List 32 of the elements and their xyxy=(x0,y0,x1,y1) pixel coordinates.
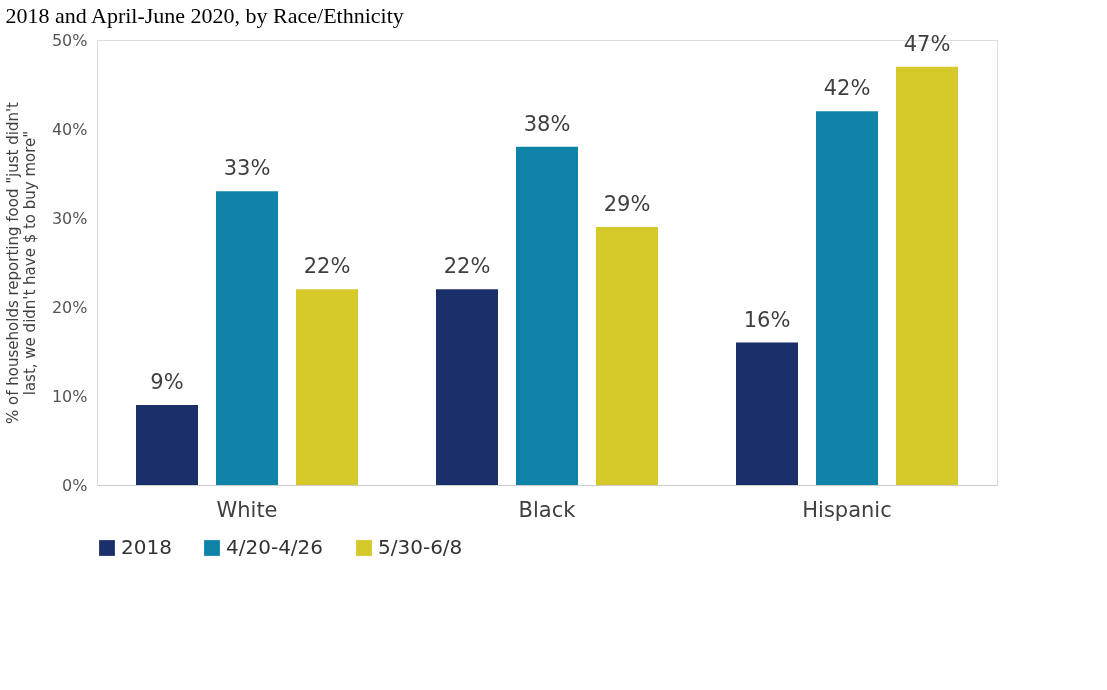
bar xyxy=(296,289,358,485)
data-label: 38% xyxy=(523,111,571,136)
x-tick-label: Black xyxy=(518,497,577,522)
bar xyxy=(216,191,278,485)
data-label: 42% xyxy=(823,76,871,101)
bar xyxy=(596,226,658,485)
data-label: 47% xyxy=(903,31,951,56)
bar xyxy=(436,289,498,485)
bar xyxy=(136,404,198,485)
legend-label: 2018 xyxy=(121,535,172,559)
bar xyxy=(816,111,878,485)
data-label: 9% xyxy=(150,369,184,394)
bar xyxy=(896,66,958,485)
legend-label: 5/30-6/8 xyxy=(378,535,463,559)
chart-title: 2018 and April-June 2020, by Race/Ethnicity xyxy=(5,3,404,28)
y-tick-label: 30% xyxy=(51,208,88,228)
bar xyxy=(516,146,578,485)
y-tick-label: 0% xyxy=(62,475,88,495)
y-tick-label: 20% xyxy=(51,297,88,317)
data-label: 16% xyxy=(743,307,791,332)
y-tick-label: 50% xyxy=(51,30,88,50)
x-tick-label: Hispanic xyxy=(802,497,892,522)
data-label: 22% xyxy=(443,254,491,279)
data-label: 22% xyxy=(303,254,351,279)
x-tick-label: White xyxy=(216,497,278,522)
legend-label: 4/20-4/26 xyxy=(226,535,324,559)
y-axis-title: % of households reporting food "just didn't last, we didn't have $ to buy more" xyxy=(3,101,39,424)
y-tick-label: 10% xyxy=(51,386,88,406)
data-label: 29% xyxy=(603,191,651,216)
bar xyxy=(736,342,798,485)
y-tick-label: 40% xyxy=(51,119,88,139)
data-label: 33% xyxy=(223,156,271,181)
